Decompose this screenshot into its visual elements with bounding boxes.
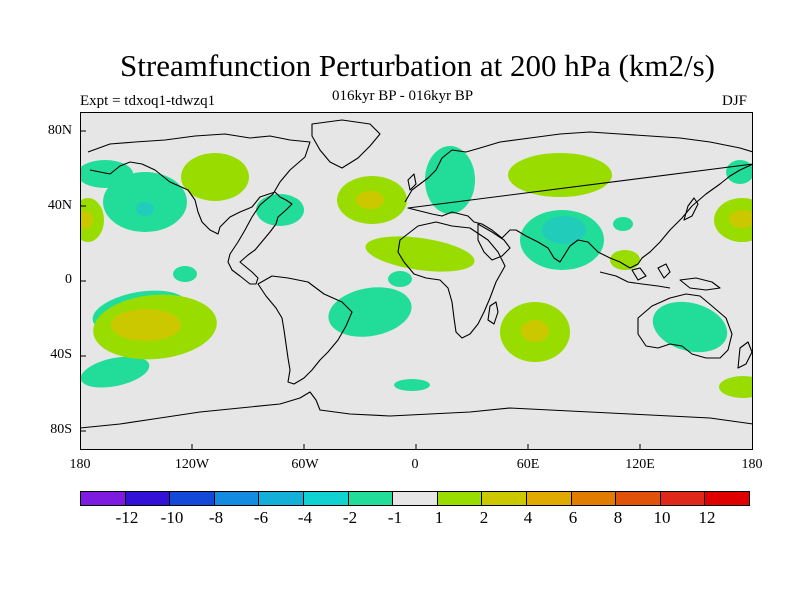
africa-outline bbox=[397, 221, 506, 339]
neg-region-pacific-small bbox=[173, 266, 197, 282]
lon-label-60e: 60E bbox=[516, 457, 540, 472]
colorbar-segment bbox=[660, 492, 706, 505]
neg-region-south-atlantic bbox=[328, 287, 412, 337]
pos-region-canada bbox=[181, 153, 249, 201]
plot-title: Streamfunction Perturbation at 200 hPa (… bbox=[120, 48, 715, 83]
neg-region-australia bbox=[652, 301, 728, 353]
lon-label-180w: 180 bbox=[69, 457, 91, 472]
colorbar-label: -1 bbox=[387, 508, 403, 527]
colorbar-label: 2 bbox=[479, 508, 489, 527]
colorbar-segment bbox=[348, 492, 394, 505]
colorbar-segment bbox=[526, 492, 572, 505]
neg-region-europe bbox=[425, 146, 475, 214]
colorbar-label: 10 bbox=[653, 508, 671, 527]
pos2-core-south-pacific bbox=[111, 309, 181, 341]
greenland-outline bbox=[311, 119, 381, 169]
lon-label-120e: 120E bbox=[625, 457, 655, 472]
colorbar-segment bbox=[437, 492, 483, 505]
colorbar-label: -4 bbox=[297, 508, 313, 527]
colorbar-label: -2 bbox=[342, 508, 358, 527]
colorbar-segment bbox=[616, 492, 661, 505]
south-america-outline bbox=[257, 275, 353, 385]
experiment-label: Expt = tdxoq1-tdwzq1 bbox=[80, 93, 216, 109]
continent-outlines bbox=[80, 119, 753, 429]
colorbar-segment bbox=[125, 492, 171, 505]
lat-label-40s: 40S bbox=[50, 347, 72, 362]
neg-region-alaska bbox=[80, 160, 133, 188]
pos-region-siberia bbox=[508, 153, 612, 197]
colorbar-label: -8 bbox=[208, 508, 224, 527]
japan-outline bbox=[683, 197, 699, 221]
australia-outline bbox=[637, 293, 733, 359]
colorbar-segment bbox=[303, 492, 349, 505]
pos2-core-west-edge bbox=[80, 211, 93, 229]
british-isles-outline bbox=[407, 173, 417, 191]
madagascar-outline bbox=[487, 301, 499, 325]
pos2-core-east-edge bbox=[729, 210, 753, 228]
eurasia-outline bbox=[404, 131, 753, 269]
pos-region-sahara bbox=[365, 236, 475, 272]
neg-region-southern-ocean bbox=[394, 379, 430, 391]
negative-anomaly-regions bbox=[80, 146, 753, 391]
neg-region-northeast-pacific bbox=[726, 160, 753, 184]
lat-label-40n: 40N bbox=[47, 198, 72, 213]
lon-label-0: 0 bbox=[411, 457, 419, 472]
lat-label-80s: 80S bbox=[50, 422, 72, 437]
lat-label-80n: 80N bbox=[47, 123, 72, 138]
colorbar-label: 4 bbox=[523, 508, 533, 527]
pos-region-southeast-edge bbox=[719, 376, 753, 398]
colorbar-label: -10 bbox=[160, 508, 184, 527]
lon-label-60w: 60W bbox=[291, 457, 319, 472]
pos-region-east-asia-small bbox=[610, 250, 640, 270]
neg2-core-north-pacific bbox=[136, 202, 154, 216]
colorbar-segment bbox=[170, 492, 215, 505]
neg-region-atlantic-small bbox=[388, 271, 412, 287]
colorbar-segment bbox=[393, 492, 438, 505]
new-guinea-outline bbox=[679, 277, 721, 291]
map-panel bbox=[80, 112, 753, 450]
colorbar-segment bbox=[259, 492, 304, 505]
neg-region-east-asia-small bbox=[613, 217, 633, 231]
new-zealand-outline bbox=[737, 341, 753, 369]
tick-marks bbox=[80, 130, 641, 450]
indonesia-outline bbox=[599, 263, 671, 289]
colorbar-label: 12 bbox=[698, 508, 716, 527]
pos2-core-mid-atlantic bbox=[356, 191, 384, 209]
neg-region-north-atlantic bbox=[256, 194, 304, 226]
lon-label-180e: 180 bbox=[741, 457, 763, 472]
colorbar-label: -6 bbox=[253, 508, 269, 527]
colorbar-segment bbox=[705, 492, 749, 505]
neg-region-south-pacific-2 bbox=[80, 356, 150, 388]
colorbar bbox=[80, 491, 750, 506]
lon-label-120w: 120W bbox=[174, 457, 210, 472]
neg2-core-south-asia bbox=[542, 216, 586, 244]
colorbar-segment bbox=[571, 492, 617, 505]
colorbar-label: 6 bbox=[568, 508, 578, 527]
colorbar-label: 1 bbox=[434, 508, 444, 527]
period-label: 016kyr BP - 016kyr BP bbox=[332, 88, 474, 104]
colorbar-segment bbox=[214, 492, 260, 505]
north-america-outline bbox=[87, 133, 311, 285]
colorbar-label: 8 bbox=[613, 508, 623, 527]
colorbar-segment bbox=[482, 492, 527, 505]
pos2-core-indian-ocean bbox=[521, 320, 549, 342]
season-label: DJF bbox=[722, 93, 748, 109]
colorbar-label: -12 bbox=[115, 508, 139, 527]
lat-label-0: 0 bbox=[65, 272, 72, 287]
arabia-outline bbox=[477, 223, 511, 261]
positive-anomaly-regions bbox=[80, 153, 753, 398]
colorbar-segment bbox=[81, 492, 126, 505]
antarctica-outline bbox=[80, 391, 753, 429]
